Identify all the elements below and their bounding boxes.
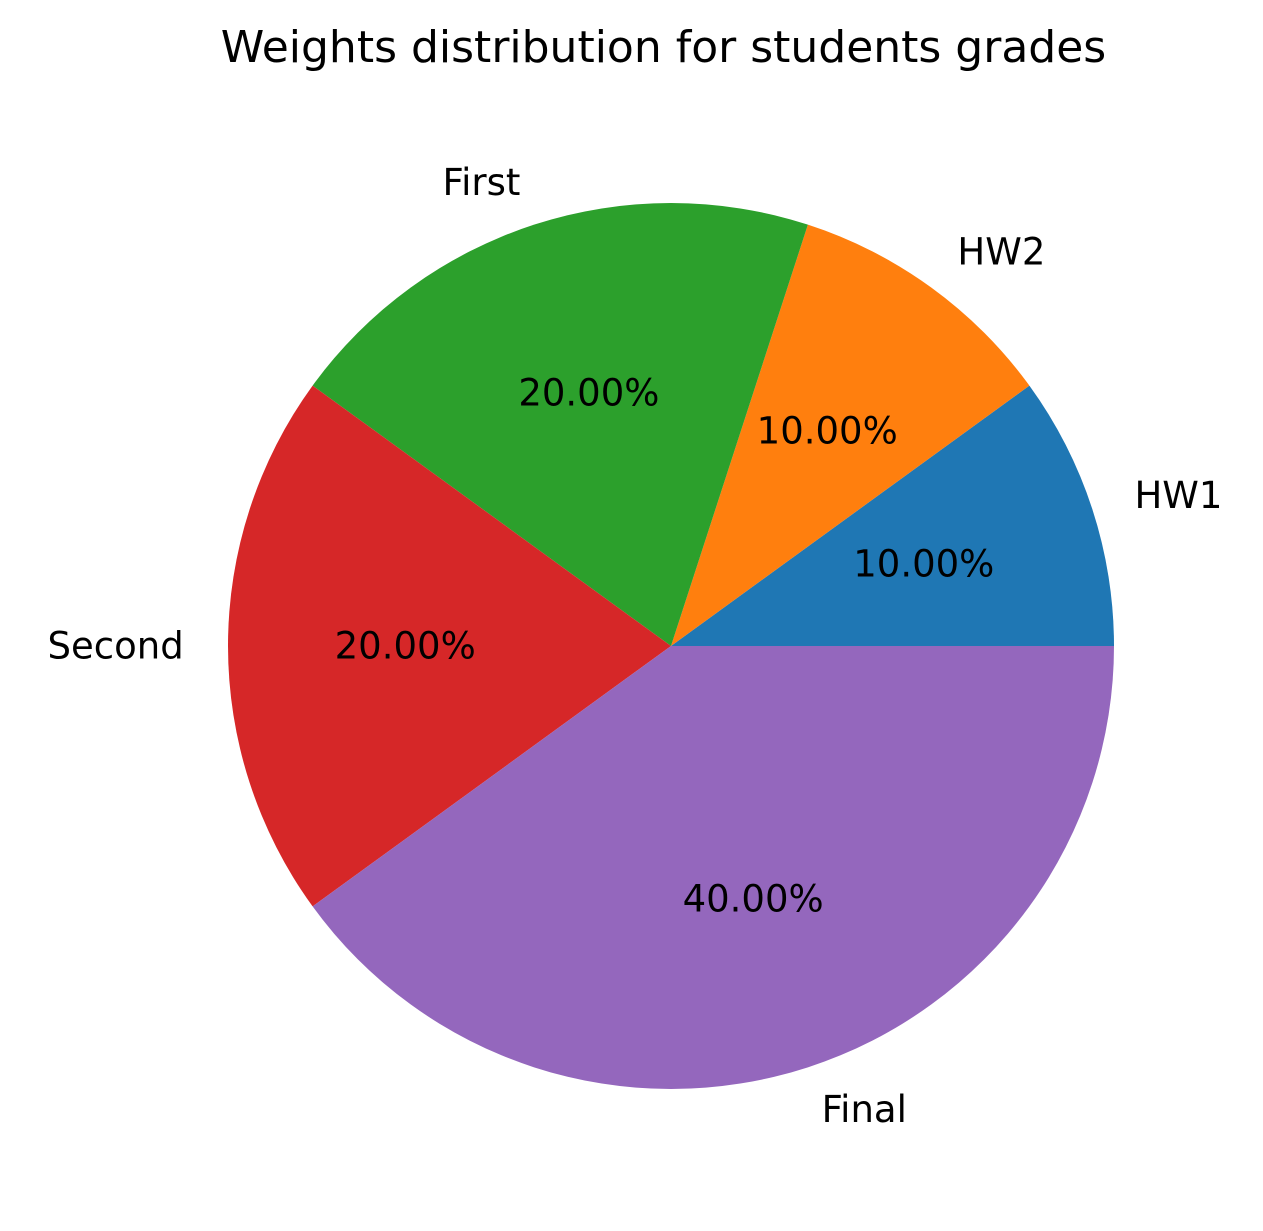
pie-slice-second (228, 385, 671, 907)
slices-layer (228, 203, 1114, 1089)
pct-label-hw1: 10.00% (853, 542, 994, 585)
pct-label-final: 40.00% (683, 877, 824, 920)
pie-slice-first (312, 203, 808, 646)
slice-label-first: First (443, 161, 521, 204)
pct-label-hw2: 10.00% (757, 409, 898, 452)
slice-label-final: Final (822, 1088, 907, 1131)
pie-slice-hw2 (671, 224, 1030, 646)
pie-slice-final (312, 646, 1114, 1089)
chart-title: Weights distribution for students grades (220, 22, 1107, 73)
pct-label-second: 20.00% (335, 625, 476, 668)
slice-label-hw1: HW1 (1134, 474, 1222, 517)
slice-label-hw2: HW2 (957, 230, 1045, 273)
pct-label-first: 20.00% (518, 372, 659, 415)
pie-slice-hw1 (671, 385, 1114, 646)
slice-label-second: Second (48, 625, 184, 668)
labels-layer: 10.00% HW1 10.00% HW2 20.00% First 20.00% Secon… (48, 161, 1223, 1131)
